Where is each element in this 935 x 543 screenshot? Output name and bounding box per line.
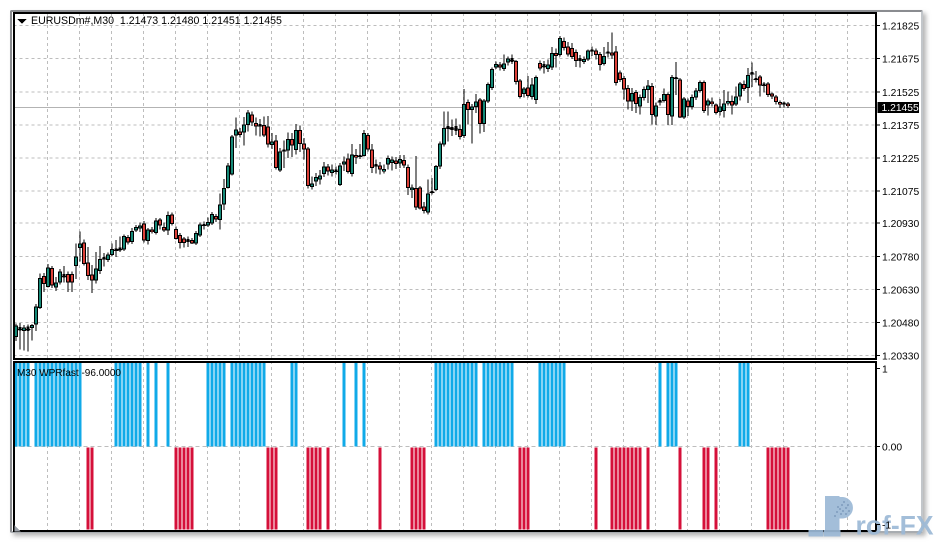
svg-text:1.21375: 1.21375 bbox=[882, 121, 919, 132]
svg-text:1.21225: 1.21225 bbox=[882, 154, 919, 165]
svg-text:1.21455: 1.21455 bbox=[882, 103, 919, 114]
svg-text:1.21525: 1.21525 bbox=[882, 88, 919, 99]
svg-text:rof-FX: rof-FX bbox=[856, 511, 934, 541]
svg-text:1.21825: 1.21825 bbox=[882, 22, 919, 33]
svg-text:1: 1 bbox=[882, 365, 888, 376]
svg-text:1.20480: 1.20480 bbox=[882, 319, 919, 330]
svg-text:1.20780: 1.20780 bbox=[882, 252, 919, 263]
svg-text:0.00: 0.00 bbox=[882, 443, 902, 454]
svg-text:1.21075: 1.21075 bbox=[882, 187, 919, 198]
svg-text:1.21675: 1.21675 bbox=[882, 55, 919, 66]
svg-text:1.20930: 1.20930 bbox=[882, 219, 919, 230]
svg-text:-1: -1 bbox=[882, 521, 891, 532]
svg-text:M30 WPRfast -96.0000: M30 WPRfast -96.0000 bbox=[17, 368, 121, 379]
svg-text:1.20630: 1.20630 bbox=[882, 285, 919, 296]
svg-text:EURUSDm#,M30 1.21473 1.21480: EURUSDm#,M30 1.21473 1.21480 1.21451 1.2… bbox=[31, 15, 282, 27]
svg-text:1.20330: 1.20330 bbox=[882, 352, 919, 363]
